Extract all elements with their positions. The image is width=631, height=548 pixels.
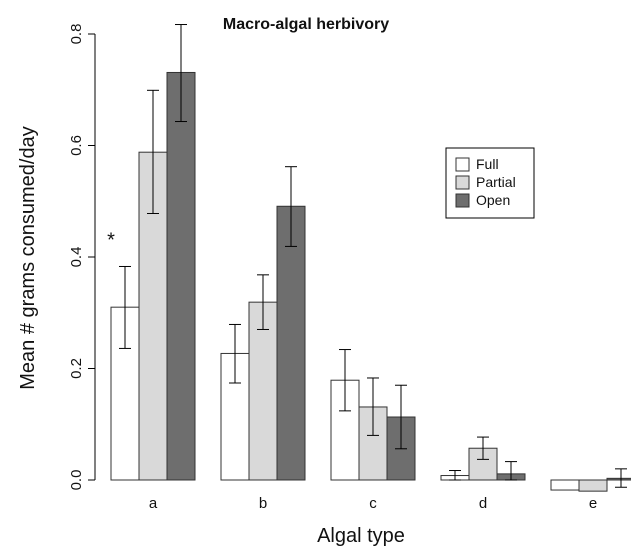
y-tick-label: 0.0	[68, 470, 85, 491]
significance-marker: *	[107, 229, 115, 251]
legend-item-full: Full	[455, 156, 499, 172]
bar-a-full	[110, 306, 140, 481]
y-tick-label: 0.6	[68, 135, 85, 156]
x-axis-label: Algal type	[317, 525, 405, 547]
axes: 0.0 0.2 0.4 0.6 0.8 a b c d e	[68, 24, 597, 512]
legend-item-open: Open	[455, 192, 510, 208]
bar-e-partial	[578, 479, 608, 492]
legend-swatch-open	[455, 193, 470, 208]
legend-label-open: Open	[476, 192, 510, 208]
legend-label-partial: Partial	[476, 174, 516, 190]
annotations: *	[107, 229, 115, 251]
bar-b-open	[276, 205, 306, 481]
y-tick-label: 0.8	[68, 24, 85, 45]
legend-swatch-partial	[455, 175, 470, 190]
x-tick-label: e	[589, 495, 597, 512]
x-tick-label: c	[369, 495, 377, 512]
y-axis-label: Mean # grams consumed/day	[17, 126, 39, 389]
legend-label-full: Full	[476, 156, 499, 172]
bar-e-open	[606, 477, 631, 481]
legend: Full Partial Open	[445, 147, 535, 219]
bar-b-full	[220, 352, 250, 481]
chart-title: Macro-algal herbivory	[223, 16, 389, 33]
bars	[110, 71, 631, 492]
legend-swatch-full	[455, 157, 470, 172]
error-bars	[119, 24, 627, 488]
legend-item-partial: Partial	[455, 174, 516, 190]
x-tick-label: b	[259, 495, 267, 512]
y-tick-label: 0.2	[68, 358, 85, 379]
x-tick-label: d	[479, 495, 487, 512]
bar-e-full	[550, 479, 580, 491]
bar-a-open	[166, 71, 196, 481]
x-tick-label: a	[149, 495, 158, 512]
y-tick-label: 0.4	[68, 247, 85, 268]
